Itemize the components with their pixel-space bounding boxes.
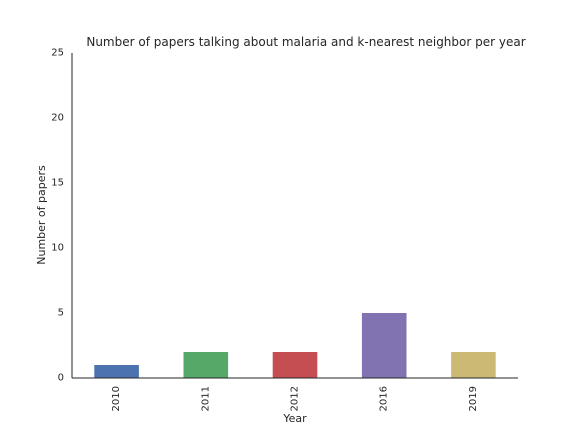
x-tick-label-2016: 2016 (379, 386, 390, 411)
y-ticks-group: 0 5 10 15 20 25 (51, 48, 64, 384)
bar-2012 (272, 352, 318, 378)
bar-2010 (94, 365, 139, 378)
y-axis-label: Number of papers (35, 165, 48, 265)
x-tick-label-2010: 2010 (111, 386, 122, 411)
y-tick-label-20: 20 (51, 113, 64, 124)
bars-group (94, 313, 496, 378)
y-tick-label-25: 25 (51, 48, 64, 59)
x-tick-label-2019: 2019 (468, 386, 479, 411)
bar-2011 (183, 352, 229, 378)
x-tick-label-2011: 2011 (200, 386, 211, 411)
x-tick-label-2012: 2012 (290, 386, 301, 411)
y-tick-label-10: 10 (51, 243, 64, 254)
y-tick-label-15: 15 (51, 178, 64, 189)
bar-2016 (361, 313, 407, 378)
y-tick-label-0: 0 (58, 373, 64, 384)
y-tick-label-5: 5 (58, 308, 64, 319)
x-axis-label: Year (282, 412, 307, 425)
x-ticks-group: 2010 2011 2012 2016 2019 (111, 386, 479, 411)
chart-title: Number of papers talking about malaria a… (86, 35, 525, 49)
bar-2019 (451, 352, 496, 378)
